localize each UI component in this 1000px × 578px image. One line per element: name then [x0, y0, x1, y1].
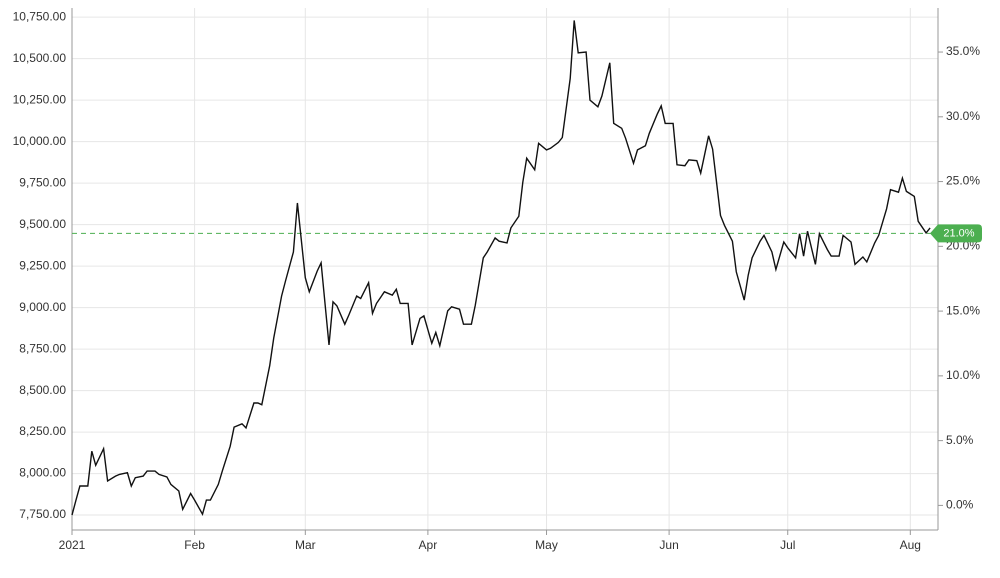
x-tick-label: Jul	[780, 538, 795, 552]
y-tick-label: 10,250.00	[13, 92, 67, 106]
y-tick-label: 9,750.00	[19, 175, 66, 189]
y-tick-label: 8,250.00	[19, 424, 66, 438]
x-tick-label: Apr	[419, 538, 438, 552]
y-tick-label: 9,000.00	[19, 300, 66, 314]
y-tick-label: 8,000.00	[19, 466, 66, 480]
y-tick-label: 10,000.00	[13, 134, 67, 148]
y2-tick-label: 25.0%	[946, 174, 980, 188]
y2-tick-label: 35.0%	[946, 44, 980, 58]
y2-tick-label: 10.0%	[946, 368, 980, 382]
x-tick-label: Aug	[900, 538, 921, 552]
y-tick-label: 9,500.00	[19, 217, 66, 231]
reference-label: 21.0%	[943, 227, 974, 239]
y-tick-label: 10,750.00	[13, 9, 67, 23]
y-tick-label: 10,500.00	[13, 51, 67, 65]
y2-tick-label: 5.0%	[946, 433, 974, 447]
y-tick-label: 8,750.00	[19, 341, 66, 355]
x-tick-label: Jun	[659, 538, 678, 552]
y-tick-label: 9,250.00	[19, 258, 66, 272]
x-tick-label: 2021	[59, 538, 86, 552]
x-tick-label: Feb	[184, 538, 205, 552]
y2-tick-label: 15.0%	[946, 303, 980, 317]
x-tick-label: May	[535, 538, 558, 552]
price-line	[71, 20, 931, 517]
y2-tick-label: 0.0%	[946, 498, 974, 512]
y-tick-label: 8,500.00	[19, 383, 66, 397]
reference-badge	[930, 224, 982, 243]
x-tick-label: Mar	[295, 538, 316, 552]
y-tick-label: 7,750.00	[19, 507, 66, 521]
y2-tick-label: 30.0%	[946, 109, 980, 123]
